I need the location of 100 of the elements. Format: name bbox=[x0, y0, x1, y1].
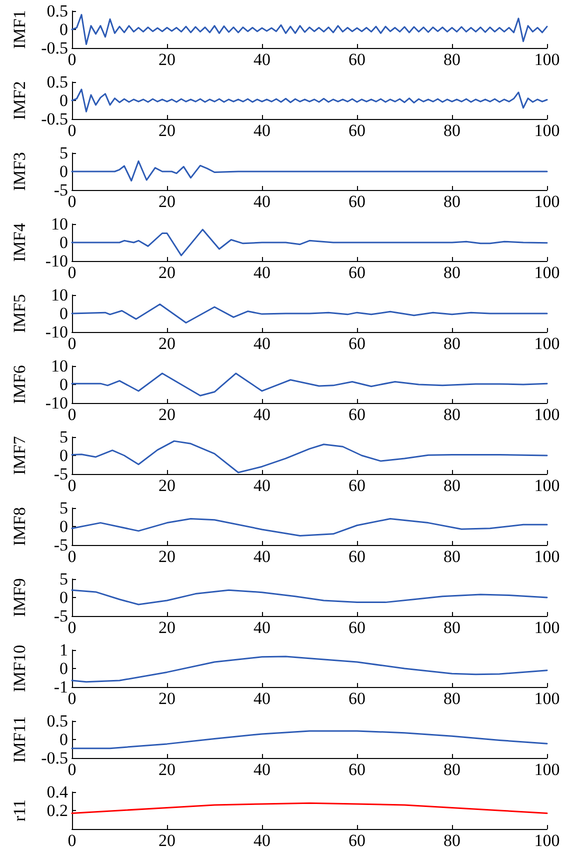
y-tick-label: 1 bbox=[60, 640, 68, 660]
y-axis-title: IMF7 bbox=[10, 436, 29, 475]
y-tick-label: -1 bbox=[54, 678, 68, 696]
y-tick-label: 0 bbox=[60, 730, 68, 749]
y-tick-label: -5 bbox=[54, 464, 68, 484]
x-tick-label: 40 bbox=[254, 547, 270, 566]
y-tick-label: 0 bbox=[60, 162, 68, 181]
x-tick-label: 80 bbox=[444, 831, 460, 850]
x-tick-label: 20 bbox=[158, 121, 176, 140]
x-tick-label: 20 bbox=[158, 831, 176, 850]
y-tick-label: 10 bbox=[51, 356, 68, 376]
x-tick-label: 20 bbox=[158, 476, 176, 495]
y-axis-title: IMF5 bbox=[10, 294, 29, 333]
x-tick-label: 80 bbox=[444, 192, 460, 211]
x-tick-label: 100 bbox=[534, 689, 560, 708]
line-series bbox=[71, 656, 548, 683]
y-axis-title: IMF8 bbox=[10, 507, 29, 546]
y-axis-title: IMF6 bbox=[10, 365, 29, 404]
y-tick-label: -10 bbox=[45, 394, 68, 412]
x-tick-label: 20 bbox=[158, 334, 176, 353]
x-tick-label: 100 bbox=[534, 547, 560, 566]
x-tick-label: 60 bbox=[348, 334, 366, 353]
y-tick-label: 0.5 bbox=[46, 712, 68, 730]
y-axis-title: r11 bbox=[10, 799, 29, 822]
x-tick-label: 60 bbox=[348, 618, 366, 637]
x-tick-label: 60 bbox=[348, 121, 366, 140]
x-tick-label: 60 bbox=[348, 192, 366, 211]
y-axis-title: IMF11 bbox=[10, 716, 29, 763]
y-tick-label: 0 bbox=[60, 588, 68, 607]
x-tick-label: 20 bbox=[158, 760, 176, 779]
x-tick-label: 100 bbox=[534, 618, 560, 637]
line-series bbox=[71, 589, 548, 606]
y-tick-label: -10 bbox=[45, 252, 68, 270]
y-tick-label: 0.4 bbox=[46, 782, 68, 802]
line-series bbox=[71, 160, 548, 182]
x-tick-label: 100 bbox=[534, 405, 560, 424]
x-tick-label: 80 bbox=[444, 618, 460, 637]
x-tick-label: 80 bbox=[444, 405, 460, 424]
x-tick-label: 40 bbox=[254, 476, 270, 495]
y-axis-title: IMF4 bbox=[10, 222, 29, 262]
x-tick-label: 60 bbox=[348, 50, 366, 69]
y-tick-label: -5 bbox=[54, 606, 68, 626]
x-tick-label: 100 bbox=[534, 760, 560, 779]
x-tick-label: 100 bbox=[534, 476, 560, 495]
x-tick-label: 20 bbox=[158, 405, 176, 424]
y-axis-title: IMF10 bbox=[10, 644, 29, 692]
y-axis-title: IMF9 bbox=[10, 578, 29, 617]
x-tick-label: 40 bbox=[254, 263, 270, 282]
x-tick-label: 40 bbox=[254, 50, 270, 69]
x-tick-label: 100 bbox=[534, 334, 560, 353]
x-tick-label: 20 bbox=[158, 263, 176, 282]
y-tick-label: 0 bbox=[60, 233, 68, 252]
x-tick-label: 100 bbox=[534, 263, 560, 282]
x-tick-label: 40 bbox=[254, 689, 270, 708]
x-tick-label: 80 bbox=[444, 263, 460, 282]
x-tick-label: 60 bbox=[348, 263, 366, 282]
y-tick-label: 0.5 bbox=[46, 2, 68, 20]
x-tick-label: 100 bbox=[534, 50, 560, 69]
line-series bbox=[71, 730, 548, 750]
y-tick-label: -10 bbox=[45, 322, 68, 342]
line-series bbox=[71, 304, 548, 324]
x-tick-label: 20 bbox=[158, 689, 176, 708]
line-series bbox=[71, 802, 548, 814]
x-tick-label: 100 bbox=[534, 831, 560, 850]
y-tick-label: 5 bbox=[60, 570, 68, 588]
y-tick-label: 0 bbox=[60, 20, 68, 39]
x-tick-label: 40 bbox=[254, 618, 270, 637]
y-tick-label: 0.2 bbox=[46, 801, 68, 820]
y-tick-label: 5 bbox=[60, 428, 68, 446]
line-series bbox=[71, 88, 548, 112]
x-tick-label: 80 bbox=[444, 50, 460, 69]
x-tick-label: 40 bbox=[254, 334, 270, 353]
x-tick-label: 100 bbox=[534, 121, 560, 140]
y-tick-label: 0 bbox=[60, 375, 68, 394]
y-tick-label: 10 bbox=[51, 214, 68, 234]
x-tick-label: 80 bbox=[444, 760, 460, 779]
x-tick-label: 20 bbox=[158, 618, 176, 637]
x-tick-label: 40 bbox=[254, 831, 270, 850]
y-tick-label: 0 bbox=[60, 659, 68, 678]
x-tick-label: 80 bbox=[444, 547, 460, 566]
y-tick-label: 0 bbox=[60, 446, 68, 465]
y-tick-label: -0.5 bbox=[41, 748, 68, 768]
y-tick-label: -5 bbox=[54, 536, 68, 554]
line-series bbox=[71, 14, 548, 46]
x-tick-label: 40 bbox=[254, 405, 270, 424]
x-tick-label: 60 bbox=[348, 831, 366, 850]
x-tick-label: 20 bbox=[158, 50, 176, 69]
x-tick-label: 80 bbox=[444, 476, 460, 495]
y-axis-title: IMF2 bbox=[10, 81, 29, 120]
x-tick-label: 60 bbox=[348, 476, 366, 495]
line-series bbox=[71, 372, 548, 396]
y-tick-label: 5 bbox=[60, 498, 68, 518]
y-axis-title: IMF1 bbox=[10, 10, 29, 49]
x-tick-label: 60 bbox=[348, 547, 366, 566]
x-tick-label: 60 bbox=[348, 689, 366, 708]
x-tick-label: 80 bbox=[444, 121, 460, 140]
y-tick-label: 10 bbox=[51, 286, 68, 304]
y-tick-label: 0 bbox=[60, 304, 68, 323]
line-series bbox=[71, 518, 548, 536]
y-axis-title: IMF3 bbox=[10, 152, 29, 191]
